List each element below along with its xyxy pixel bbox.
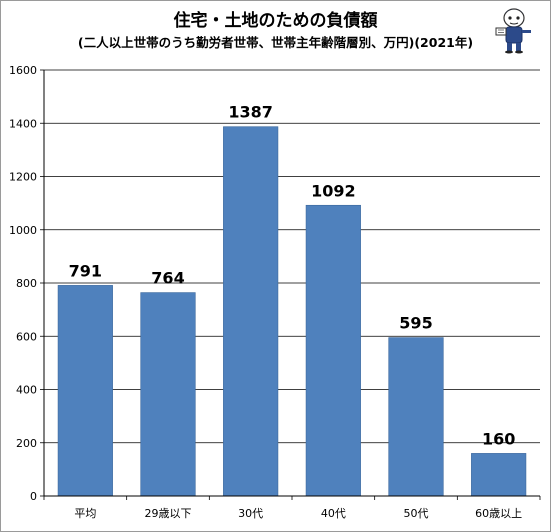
y-tick-label: 800 (16, 277, 37, 290)
data-labels: 791 764 1387 1092 595 160 (69, 103, 516, 449)
bar (305, 204, 361, 497)
bar (471, 453, 527, 497)
data-label: 595 (399, 314, 432, 333)
bar (140, 292, 196, 497)
x-tick-label: 平均 (74, 507, 96, 520)
data-label: 1092 (311, 181, 356, 200)
bar (388, 337, 444, 497)
bar (223, 126, 279, 497)
y-tick-label: 400 (16, 384, 37, 397)
data-label: 1387 (228, 103, 273, 122)
data-label: 791 (69, 261, 102, 280)
y-tick-label: 0 (30, 490, 37, 503)
x-tick-label: 29歳以下 (145, 507, 192, 520)
y-tick-label: 1000 (9, 224, 37, 237)
axes: 0 200 400 600 800 1000 1200 1400 1600 平均 29歳以下 30代 4… (9, 64, 541, 520)
chart-title: 住宅・土地のための負債額 (173, 11, 378, 31)
data-label: 160 (482, 429, 515, 448)
y-tick-label: 1400 (9, 117, 37, 130)
y-tick-label: 1600 (9, 64, 37, 77)
y-tick-label: 1200 (9, 171, 37, 184)
x-tick-label: 50代 (404, 507, 429, 520)
mascot-character-icon (495, 8, 531, 54)
bar (57, 285, 113, 497)
chart-subtitle: (二人以上世帯のうち勤労者世帯、世帯主年齢階層別、万円)(2021年) (77, 35, 474, 50)
grid-lines (44, 69, 540, 444)
y-tick-label: 600 (16, 330, 37, 343)
x-tick-label: 60歳以上 (475, 507, 522, 520)
data-label: 764 (151, 269, 184, 288)
y-tick-label: 200 (16, 437, 37, 450)
x-tick-label: 40代 (321, 507, 346, 520)
x-tick-label: 30代 (238, 507, 263, 520)
bars (57, 126, 527, 497)
